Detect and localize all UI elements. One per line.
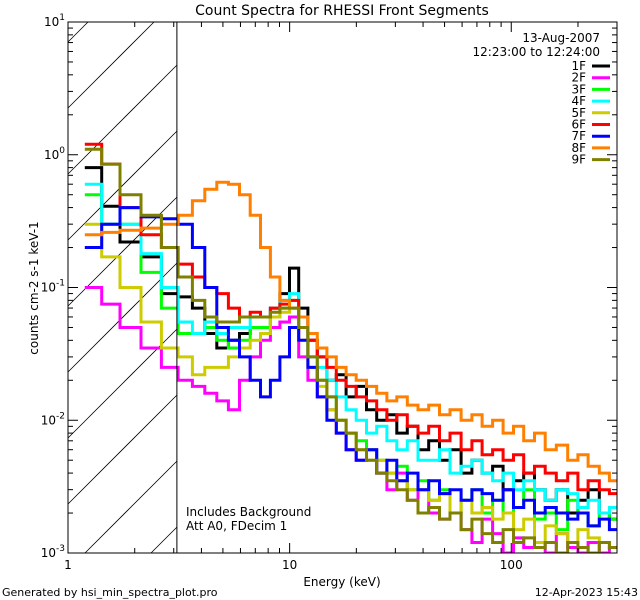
series-line-9F bbox=[84, 147, 617, 553]
hatch-line bbox=[67, 130, 178, 241]
x-tick-label: 1 bbox=[64, 558, 72, 572]
annotation-background: Includes Background bbox=[186, 505, 311, 519]
y-tick-label: 100 bbox=[44, 146, 65, 162]
series-line-7F bbox=[84, 206, 617, 532]
legend-label-6F: 6F bbox=[571, 118, 586, 132]
legend-label-2F: 2F bbox=[571, 71, 586, 85]
series-line-4F bbox=[84, 182, 617, 515]
legend-label-9F: 9F bbox=[571, 153, 586, 167]
y-tick-label: 10-1 bbox=[41, 279, 65, 295]
legend-label-4F: 4F bbox=[571, 94, 586, 108]
series-line-8F bbox=[84, 180, 617, 483]
axis-ticks: 1 10 100 10-3 10-2 10-1 100 101 bbox=[41, 13, 618, 572]
time-range-label: 12:23:00 to 12:24:00 bbox=[473, 45, 600, 59]
legend-label-1F: 1F bbox=[571, 59, 586, 73]
y-tick-label: 10-3 bbox=[41, 544, 65, 560]
series-line-3F bbox=[84, 193, 617, 532]
annotation-attenuator: Att A0, FDecim 1 bbox=[186, 519, 287, 533]
y-tick-label: 10-2 bbox=[41, 411, 65, 427]
hatch-line bbox=[67, 64, 178, 175]
legend-label-8F: 8F bbox=[571, 141, 586, 155]
y-axis-label: counts cm-2 s-1 keV-1 bbox=[27, 221, 41, 354]
series-group bbox=[84, 142, 617, 553]
hatch-line bbox=[67, 21, 155, 109]
x-tick-label: 100 bbox=[500, 558, 523, 572]
hatch-line bbox=[67, 21, 89, 43]
legend-label-3F: 3F bbox=[571, 82, 586, 96]
hatch-line bbox=[150, 526, 178, 554]
hatch-line bbox=[67, 394, 178, 505]
y-tick-label: 101 bbox=[44, 13, 65, 29]
date-label: 13-Aug-2007 bbox=[522, 31, 600, 45]
hatch-line bbox=[67, 262, 178, 373]
x-axis-label: Energy (keV) bbox=[303, 575, 380, 589]
footer-timestamp: 12-Apr-2023 15:43 bbox=[535, 586, 638, 599]
chart-title: Count Spectra for RHESSI Front Segments bbox=[195, 3, 489, 19]
legend-label-7F: 7F bbox=[571, 129, 586, 143]
footer-generated-by: Generated by hsi_min_spectra_plot.pro bbox=[2, 586, 218, 599]
series-line-6F bbox=[84, 142, 617, 496]
hatch-line bbox=[84, 460, 178, 554]
legend-label-5F: 5F bbox=[571, 106, 586, 120]
x-tick-label: 10 bbox=[282, 558, 297, 572]
